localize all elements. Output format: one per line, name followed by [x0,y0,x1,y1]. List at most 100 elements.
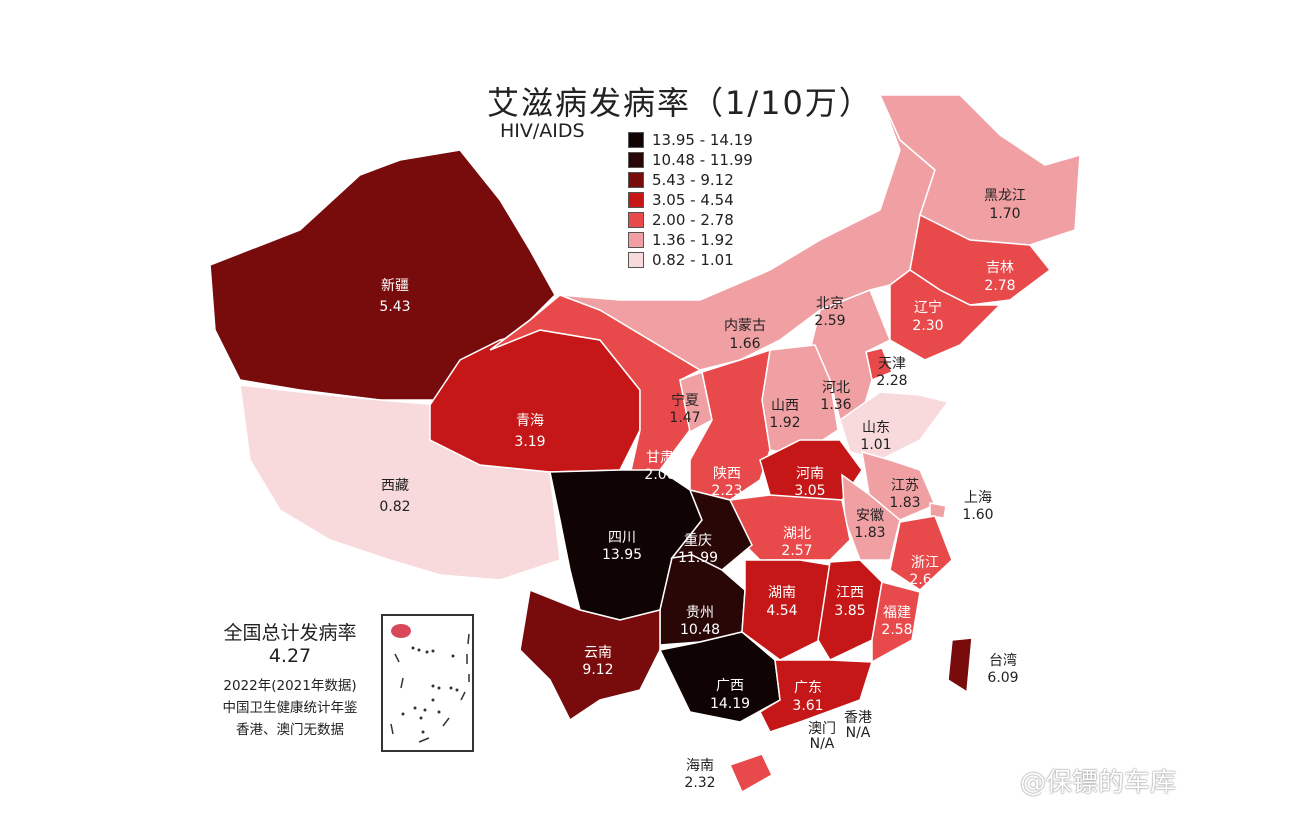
province-name-label: 新疆 [381,278,409,294]
province-value-label: 3.61 [792,698,823,714]
national-rate-value: 4.27 [268,645,312,667]
province-name-label: 青海 [516,413,544,429]
legend-label: 0.82 - 1.01 [652,251,734,269]
province-zhejiang [889,515,953,591]
national-rate-block: 全国总计发病率 4.27 2022年(2021年数据) 中国卫生健康统计年鉴 香… [200,618,380,741]
province-value-label: N/A [846,725,871,741]
province-guangdong [759,659,874,733]
legend-swatch [628,212,644,228]
province-name-label: 湖北 [783,526,811,542]
province-value-label: 2.78 [984,278,1015,294]
province-name-label: 山东 [862,420,890,436]
legend-label: 3.05 - 4.54 [652,191,734,209]
province-value-label: 1.01 [860,437,891,453]
legend-swatch [628,132,644,148]
watermark: @保镖的车库 [1020,768,1177,798]
legend-item: 13.95 - 14.19 [628,130,753,150]
province-shape-heilongjiang [878,94,1081,246]
province-shaanxi [689,348,771,501]
note-year: 2022年(2021年数据) [223,678,357,694]
legend-item: 2.00 - 2.78 [628,210,753,230]
legend-item: 3.05 - 4.54 [628,190,753,210]
province-value-label: 2.23 [711,483,742,499]
province-value-label: 9.12 [582,662,613,678]
province-name-label: 湖南 [768,585,796,601]
south-china-sea-islands [390,624,470,743]
province-name-label: 西藏 [381,478,409,494]
province-name-label: 浙江 [911,555,939,571]
province-name-label: 吉林 [986,260,1014,276]
province-name-label: 贵州 [686,605,714,621]
province-shanghai [929,502,947,519]
province-name-label: 澳门 [808,721,836,737]
province-value-label: 2.59 [814,313,845,329]
province-name-label: 江苏 [891,478,919,494]
province-value-label: 5.43 [379,299,410,315]
province-name-label: 四川 [608,530,636,546]
legend: 13.95 - 14.19 10.48 - 11.99 5.43 - 9.12 … [628,130,753,270]
province-name-label: 云南 [584,645,612,661]
province-shape-shanghai [929,502,947,519]
province-shape-guangdong [759,659,874,733]
province-name-label: 重庆 [684,533,712,549]
legend-item: 10.48 - 11.99 [628,150,753,170]
south-china-sea-inset [381,614,474,752]
province-shape-shandong [839,391,950,461]
province-name-label: 广东 [794,680,822,696]
province-name-label: 甘肃 [646,450,674,466]
hainan-inset-shape [391,624,411,638]
province-value-label: 0.82 [379,499,410,515]
province-value-label: 3.19 [514,434,545,450]
province-name-label: 安徽 [856,508,884,524]
province-value-label: 1.83 [854,525,885,541]
legend-item: 1.36 - 1.92 [628,230,753,250]
legend-swatch [628,152,644,168]
legend-label: 5.43 - 9.12 [652,171,734,189]
province-name-label: 山西 [771,398,799,414]
province-value-label: 1.92 [769,415,800,431]
province-name-label: 台湾 [989,652,1017,669]
province-value-label: 2.00 [644,467,675,483]
province-name-label: 天津 [878,356,906,372]
province-value-label: 2.28 [876,373,907,389]
province-shape-taiwan [947,637,973,694]
note-missing: 香港、澳门无数据 [236,722,344,738]
province-fujian [871,581,921,664]
province-name-label: 福建 [883,605,911,621]
province-value-label: 6.09 [987,670,1018,686]
province-name-label: 河北 [822,380,850,396]
national-rate-label: 全国总计发病率 [223,622,357,644]
province-xizang [239,384,561,581]
province-value-label: 11.99 [678,550,718,566]
province-value-label: 2.57 [781,543,812,559]
province-hunan [741,559,831,661]
legend-item: 0.82 - 1.01 [628,250,753,270]
province-shandong [839,391,950,461]
province-value-label: 3.05 [794,483,825,499]
legend-swatch [628,192,644,208]
province-name-label: 海南 [686,758,714,774]
province-value-label: 1.83 [889,495,920,511]
province-shape-hunan [741,559,831,661]
province-value-label: 2.32 [684,775,715,791]
province-hainan [728,753,773,794]
legend-label: 10.48 - 11.99 [652,151,753,169]
province-name-label: 北京 [816,296,844,312]
legend-swatch [628,172,644,188]
province-value-label: 1.66 [729,336,760,352]
province-name-label: 香港 [844,710,872,726]
province-value-label: 1.60 [962,507,993,523]
province-name-label: 辽宁 [914,299,942,316]
legend-label: 1.36 - 1.92 [652,231,734,249]
dash-line [390,633,470,743]
province-shape-yunnan [519,588,661,722]
province-name-label: 上海 [964,490,992,506]
province-shape-xizang [239,384,561,581]
legend-swatch [628,232,644,248]
province-taiwan [947,637,973,694]
province-shape-shaanxi [689,348,771,501]
province-name-label: 江西 [836,585,864,601]
map-title: 艾滋病发病率（1/10万） [487,84,873,122]
island-dots [401,646,459,734]
